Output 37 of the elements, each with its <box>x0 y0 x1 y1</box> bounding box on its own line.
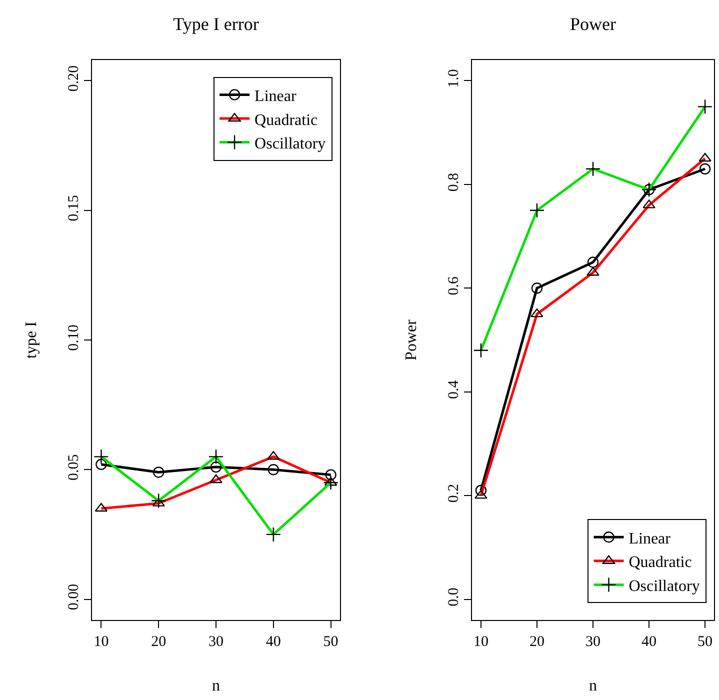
y-tick-label: 0.2 <box>446 484 462 503</box>
y-tick-label: 0.00 <box>66 584 82 610</box>
x-tick-label: 50 <box>323 634 338 650</box>
y-tick-label: 0.4 <box>446 380 462 399</box>
point <box>699 163 711 174</box>
x-tick-label: 40 <box>266 634 281 650</box>
y-tick-label: 0.05 <box>66 454 82 481</box>
x-tick-label: 10 <box>473 634 488 650</box>
x-tick-label: 20 <box>151 634 166 650</box>
y-axis-title: type I <box>22 322 40 358</box>
legend-label: Linear <box>254 88 297 105</box>
y-tick-label: 0.15 <box>66 194 82 222</box>
legend-label: Quadratic <box>254 112 318 129</box>
legend-label: Oscillatory <box>254 136 326 153</box>
y-tick-label: 0.6 <box>446 276 462 296</box>
y-axis-title: Power <box>402 318 420 360</box>
x-tick-label: 20 <box>529 634 544 650</box>
y-tick-label: 0.0 <box>446 588 462 606</box>
y-tick-label: 0.20 <box>66 65 82 92</box>
point <box>587 256 599 268</box>
x-tick-label: 10 <box>94 634 109 650</box>
chart-title: Power <box>570 14 616 34</box>
legend-label: Quadratic <box>628 554 692 572</box>
y-tick-label: 1.0 <box>446 69 462 88</box>
x-tick-label: 30 <box>586 634 600 650</box>
x-tick-label: 40 <box>642 634 657 650</box>
x-tick-label: 50 <box>698 634 713 650</box>
y-tick-label: 0.8 <box>446 172 462 192</box>
point <box>475 484 487 496</box>
legend-label: Oscillatory <box>628 578 700 595</box>
x-tick-label: 30 <box>208 634 224 650</box>
legend-label: Linear <box>628 530 672 548</box>
x-axis-title: n <box>589 678 597 695</box>
point <box>531 282 543 294</box>
y-tick-label: 0.10 <box>66 324 82 351</box>
chart-title: Type I error <box>173 14 259 34</box>
x-axis-title: n <box>212 678 220 695</box>
